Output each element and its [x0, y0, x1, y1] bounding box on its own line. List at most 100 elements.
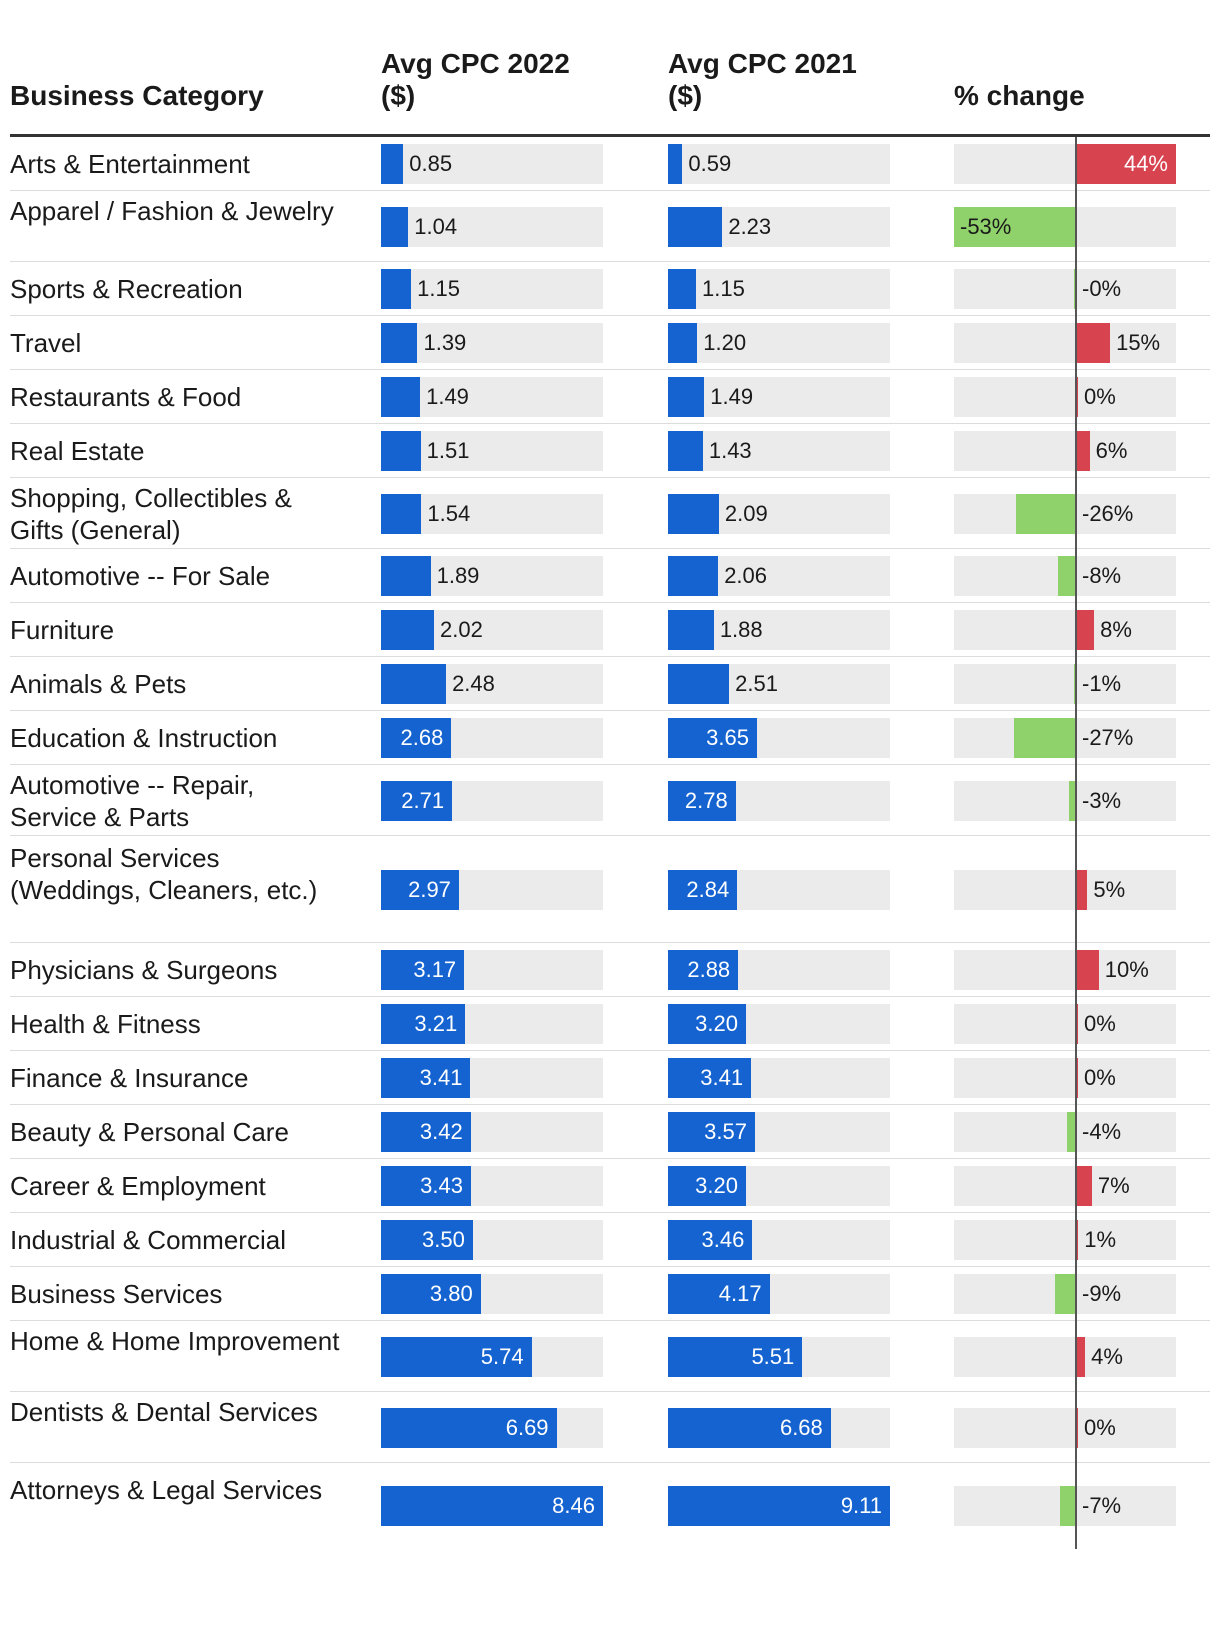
table-row: Dentists & Dental Services 6.69 6.68 0%: [10, 1392, 1210, 1463]
change-value: 0%: [1084, 1065, 1116, 1090]
change-bar: [1076, 323, 1111, 363]
cpc2021-value: 2.51: [735, 671, 778, 696]
change-bar: [1076, 377, 1078, 417]
cpc2022-value: 3.21: [414, 1011, 458, 1036]
table-row: Finance & Insurance 3.41 3.41 0%: [10, 1051, 1210, 1105]
cpc2021-track: 2.78: [668, 781, 890, 821]
change-value: 6%: [1095, 438, 1128, 463]
cpc2022-bar: [381, 1058, 471, 1098]
change-value: -4%: [1082, 1119, 1122, 1144]
cpc2021-value: 1.20: [703, 330, 747, 355]
cpc2022-value: 1.89: [436, 563, 480, 588]
change-track: 8%: [954, 610, 1176, 650]
change-value: 7%: [1097, 1173, 1130, 1198]
cpc2022-bar: [381, 323, 418, 363]
cpc2022-value: 1.49: [426, 384, 469, 409]
change-track: -27%: [954, 718, 1176, 758]
cpc2021-value: 2.84: [686, 877, 730, 902]
change-bar: [1069, 781, 1076, 821]
change-value: 1%: [1084, 1227, 1117, 1252]
cpc2022-bar: [381, 1004, 466, 1044]
table-row: Health & Fitness 3.21 3.20 0%: [10, 997, 1210, 1051]
cpc2021-value: 3.41: [700, 1065, 744, 1090]
cpc2021-value: 2.06: [724, 563, 768, 588]
change-track: -7%: [954, 1486, 1176, 1526]
category-label: Restaurants & Food: [10, 382, 242, 412]
cpc2021-track: 2.09: [668, 494, 890, 534]
category-label: Finance & Insurance: [10, 1063, 249, 1093]
change-value: 0%: [1084, 384, 1116, 409]
category-label: Attorneys & Legal Services: [10, 1475, 323, 1505]
change-track: 1%: [954, 1220, 1176, 1260]
change-bar: [1076, 1337, 1086, 1377]
cpc2022-bar: [381, 718, 452, 758]
cpc2021-track: 1.15: [668, 269, 890, 309]
cpc2022-value: 1.54: [427, 501, 471, 526]
cpc2021-track: 1.43: [668, 431, 890, 471]
table-row: Automotive -- Repair, Service & Parts 2.7…: [10, 765, 1210, 836]
change-track: 15%: [954, 323, 1176, 363]
category-label: Shopping, Collectibles & Gifts (General): [10, 483, 292, 545]
cpc2022-bar: [381, 664, 447, 704]
cpc2022-track: 3.21: [381, 1004, 603, 1044]
cpc2022-track: 2.68: [381, 718, 603, 758]
category-label: Dentists & Dental Services: [10, 1397, 318, 1427]
category-label: Personal Services (Weddings, Cleaners, e…: [10, 843, 318, 905]
change-track: -8%: [954, 556, 1176, 596]
cpc2021-track: 3.20: [668, 1166, 890, 1206]
cpc2022-value: 3.17: [413, 957, 457, 982]
category-label: Arts & Entertainment: [10, 149, 250, 179]
change-zero-line: [1075, 137, 1077, 1549]
table-row: Real Estate 1.51 1.43 6%: [10, 424, 1210, 478]
cpc2022-track: 1.39: [381, 323, 603, 363]
cpc2021-track: 0.59: [668, 144, 890, 184]
cpc2021-bar: [668, 610, 714, 650]
change-value: 0%: [1084, 1011, 1116, 1036]
table-row: Physicians & Surgeons 3.17 2.88 10%: [10, 943, 1210, 997]
cpc2021-track: 4.17: [668, 1274, 890, 1314]
change-bar: [1076, 1004, 1078, 1044]
category-label: Apparel / Fashion & Jewelry: [10, 196, 334, 226]
cpc2021-track: 3.41: [668, 1058, 890, 1098]
cpc2022-bar: [381, 207, 409, 247]
cpc2021-bar: [668, 1166, 746, 1206]
cpc2022-track: 3.80: [381, 1274, 603, 1314]
cpc2021-value: 3.65: [706, 725, 749, 750]
category-label: Sports & Recreation: [10, 274, 243, 304]
change-track: 7%: [954, 1166, 1176, 1206]
cpc2022-track: 3.42: [381, 1112, 603, 1152]
cpc2022-bar: [381, 781, 453, 821]
header-avg-cpc-2022: Avg CPC 2022 ($): [381, 48, 570, 111]
change-bar: [1013, 718, 1076, 758]
cpc2022-track: 0.85: [381, 144, 603, 184]
cpc2022-value: 8.46: [552, 1493, 595, 1518]
cpc2021-track: 1.88: [668, 610, 890, 650]
table-row: Furniture 2.02 1.88 8%: [10, 603, 1210, 657]
change-bar: [1076, 431, 1090, 471]
cpc2021-track: 3.46: [668, 1220, 890, 1260]
cpc2022-value: 3.80: [429, 1281, 473, 1306]
cpc2021-track: 3.57: [668, 1112, 890, 1152]
table-row: Travel 1.39 1.20 15%: [10, 316, 1210, 370]
cpc2021-value: 3.20: [695, 1011, 738, 1036]
change-value: -8%: [1082, 563, 1122, 588]
cpc2021-bar: [668, 1408, 831, 1448]
cpc2021-track: 1.49: [668, 377, 890, 417]
category-label: Real Estate: [10, 436, 145, 466]
cpc2022-bar: [381, 1274, 481, 1314]
change-track: 0%: [954, 1004, 1176, 1044]
cpc2022-bar: [381, 431, 421, 471]
change-value: 8%: [1100, 617, 1132, 642]
cpc2021-value: 4.17: [718, 1281, 762, 1306]
header-divider: [10, 134, 1210, 137]
cpc2021-value: 3.57: [704, 1119, 747, 1144]
change-value: -0%: [1082, 276, 1122, 301]
cpc2022-bar: [381, 556, 431, 596]
change-track: -53%: [954, 207, 1176, 247]
table-row: Personal Services (Weddings, Cleaners, e…: [10, 836, 1210, 943]
cpc2022-track: 3.17: [381, 950, 603, 990]
cpc2021-bar: [668, 718, 757, 758]
cpc2022-track: 2.02: [381, 610, 603, 650]
cpc2021-track: 1.20: [668, 323, 890, 363]
cpc2021-bar: [668, 1004, 746, 1044]
